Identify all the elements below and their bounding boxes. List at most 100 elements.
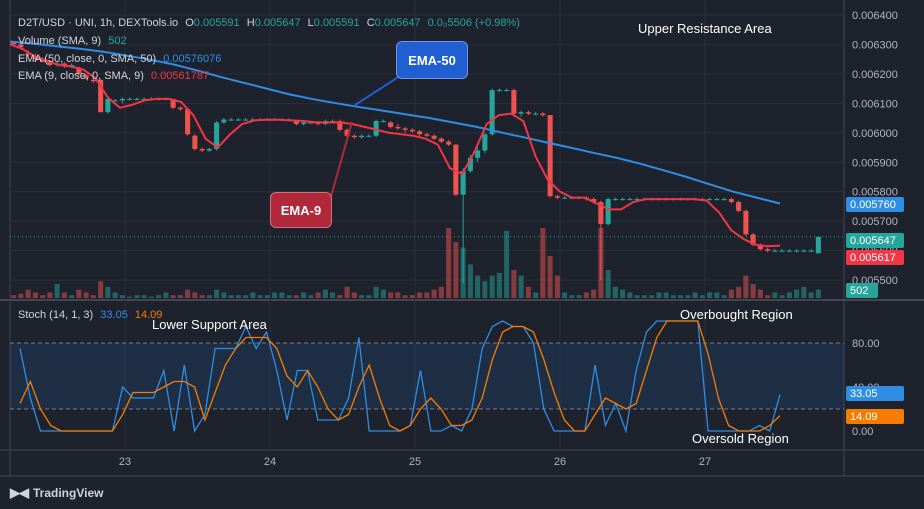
- volume-bar: [736, 286, 742, 298]
- volume-bar: [185, 289, 191, 298]
- candle-body: [337, 121, 343, 130]
- candle-body: [83, 75, 89, 79]
- volume-bar: [678, 295, 684, 298]
- volume-bar: [518, 275, 524, 298]
- volume-bar: [47, 292, 53, 298]
- volume-bar: [721, 295, 727, 298]
- volume-bar: [438, 286, 444, 298]
- volume-bar: [11, 295, 17, 298]
- volume-bar: [40, 295, 46, 298]
- volume-bar: [156, 295, 162, 298]
- candle-body: [395, 126, 401, 129]
- stoch-k-tag: 33.05: [846, 386, 904, 401]
- volume-bar: [163, 292, 169, 298]
- tradingview-footer: ▶◀ TradingView: [10, 484, 103, 502]
- candle-body: [475, 150, 481, 158]
- candle-body: [815, 236, 821, 254]
- volume-bar: [61, 292, 67, 298]
- volume-bar: [772, 292, 778, 298]
- volume-bar: [127, 296, 133, 298]
- candle-body: [562, 197, 568, 199]
- stoch-d-tag: 14.09: [846, 409, 904, 424]
- volume-bar: [308, 295, 314, 298]
- candle-body: [402, 128, 408, 130]
- candle-body: [728, 199, 734, 203]
- candle-body: [714, 199, 720, 201]
- volume-bar: [380, 289, 386, 298]
- volume-bar: [482, 281, 488, 298]
- volume-bar: [409, 295, 415, 298]
- volume-bar: [214, 289, 220, 298]
- candle-body: [467, 157, 473, 172]
- volume-bar: [641, 295, 647, 298]
- volume-bar: [431, 289, 437, 298]
- candle-body: [373, 121, 379, 136]
- volume-bar: [199, 295, 205, 298]
- volume-bar: [685, 295, 691, 298]
- volume-bar: [554, 275, 560, 298]
- volume-bar: [330, 292, 336, 298]
- oversold-label: Oversold Region: [692, 431, 789, 446]
- volume-bar: [815, 289, 821, 298]
- volume-bar: [228, 295, 234, 298]
- candle-body: [438, 138, 444, 142]
- volume-bar: [359, 295, 365, 298]
- candle-body: [409, 129, 415, 132]
- volume-bar: [605, 270, 611, 298]
- volume-bar: [656, 292, 662, 298]
- symbol-name: D2T/USD · UNI, 1h, DEXTools.io: [18, 17, 179, 29]
- candle-body: [794, 250, 800, 252]
- price-tick-label: 0.006200: [852, 69, 898, 81]
- volume-bar: [366, 295, 372, 298]
- high-value: 0.005647: [254, 17, 301, 29]
- low-value: 0.005591: [313, 17, 360, 29]
- change-value: 0.0₀5506 (+0.98%): [427, 17, 520, 29]
- candle-body: [533, 113, 539, 115]
- volume-bar: [714, 292, 720, 298]
- volume-label: Volume (SMA, 9): [18, 35, 102, 47]
- candle-body: [344, 129, 350, 136]
- open-value: 0.005591: [193, 17, 240, 29]
- volume-bar: [620, 289, 626, 298]
- candle-body: [540, 113, 546, 116]
- candle-body: [750, 234, 756, 245]
- upper-resistance-label: Upper Resistance Area: [638, 21, 772, 36]
- volume-bar: [141, 295, 147, 298]
- volume-bar: [663, 292, 669, 298]
- candle-body: [366, 135, 372, 137]
- ema9-legend: EMA (9, close, 0, SMA, 9) 0.00561787: [18, 70, 213, 82]
- low-label: L: [307, 17, 314, 29]
- volume-bar: [670, 295, 676, 298]
- candle-body: [431, 135, 437, 139]
- volume-bar: [83, 292, 89, 298]
- volume-bar: [373, 286, 379, 298]
- volume-bar: [69, 295, 75, 298]
- volume-bar: [264, 295, 270, 298]
- candle-body: [511, 90, 517, 114]
- volume-bar: [235, 295, 241, 298]
- volume-bar: [170, 295, 176, 298]
- price-tick-label: 0.006400: [852, 10, 898, 22]
- tradingview-logo-icon: ▶◀: [10, 485, 29, 500]
- volume-bar: [612, 286, 618, 298]
- candle-body: [757, 244, 763, 250]
- volume-bar: [322, 289, 328, 298]
- stoch-label: Stoch (14, 1, 3): [18, 309, 94, 321]
- candle-body: [228, 119, 234, 121]
- candle-body: [424, 134, 430, 136]
- volume-legend: Volume (SMA, 9) 502: [18, 35, 131, 47]
- candle-body: [736, 202, 742, 211]
- volume-bar: [699, 295, 705, 298]
- ema50-legend: EMA (50, close, 0, SMA, 50) 0.00576076: [18, 53, 225, 65]
- candle-body: [765, 249, 771, 251]
- volume-bar: [272, 292, 278, 298]
- volume-bar: [402, 295, 408, 298]
- volume-bar: [779, 295, 785, 298]
- volume-bar: [562, 292, 568, 298]
- volume-bar: [177, 295, 183, 298]
- ema9-line: [9, 43, 781, 248]
- candle-body: [214, 122, 220, 149]
- volume-bar: [98, 281, 104, 298]
- ema50-label: EMA (50, close, 0, SMA, 50): [18, 53, 157, 65]
